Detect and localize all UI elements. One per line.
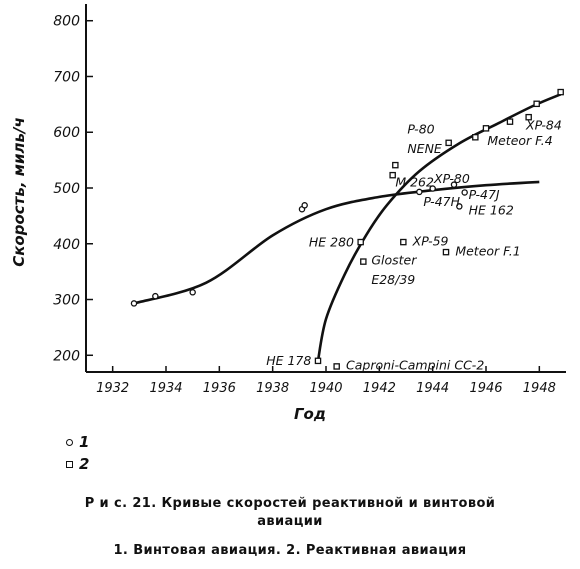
- aircraft-label: Meteor F.1: [455, 244, 520, 259]
- tick-marks: [86, 19, 541, 372]
- series-1-point: [152, 292, 159, 300]
- legend-item-1-label: 1: [79, 433, 90, 451]
- series-2-point: [400, 238, 407, 246]
- x-tick-label: 1942: [363, 381, 396, 396]
- aircraft-label: P-80: [407, 121, 434, 136]
- series-1-point: [461, 189, 468, 196]
- aircraft-label: XP-84: [525, 118, 562, 133]
- square-marker-icon: [66, 460, 73, 468]
- y-tick-label: 600: [53, 125, 80, 141]
- series-2-point: [392, 161, 399, 169]
- series-2-point: [482, 125, 490, 132]
- y-tick-label: 800: [53, 14, 80, 30]
- series-2-point: [442, 248, 450, 256]
- series-2-point: [525, 113, 532, 121]
- aircraft-label: XP-59: [412, 234, 449, 249]
- figure-caption-legend: 1. Винтовая авиация. 2. Реактивная авиац…: [113, 543, 467, 558]
- aircraft-label: Meteor F.4: [487, 133, 552, 148]
- series-2-point: [360, 258, 367, 265]
- legend-item-2-label: 2: [79, 455, 90, 473]
- x-tick-label: 1934: [149, 381, 182, 396]
- aircraft-label: NENE: [407, 141, 442, 156]
- y-axis-title: Скорость, миль/ч: [10, 117, 28, 267]
- aircraft-label: Caproni-Campini CC-2: [346, 357, 484, 372]
- aircraft-label: P-47J: [469, 187, 500, 202]
- series-1-point: [416, 188, 423, 196]
- x-tick-label: 1946: [469, 381, 502, 396]
- series-1-point: [130, 300, 138, 307]
- tick-labels: 200 300 400 500 600 700 800 1932 1934 1936 1938 194…: [53, 14, 556, 396]
- legend: 1 2: [66, 431, 89, 475]
- trend-curves: [133, 93, 562, 362]
- aircraft-label: Gloster: [371, 252, 417, 267]
- y-tick-label: 500: [53, 181, 80, 197]
- aircraft-label: HE 178: [266, 353, 311, 368]
- x-axis-title: Год: [294, 405, 326, 423]
- aircraft-label: XP-80: [433, 171, 470, 186]
- aircraft-labels: HE 178 Caproni-Campini CC-2 Gloster E28/39 H…: [266, 118, 562, 373]
- series-1-point: [429, 185, 436, 192]
- series-2-point: [333, 363, 340, 370]
- aircraft-label: P-47H: [423, 194, 460, 209]
- aircraft-label: HE 162: [469, 202, 514, 217]
- legend-item-1: 1: [66, 431, 89, 453]
- series-1-point: [450, 181, 458, 188]
- series-2-point: [472, 134, 479, 141]
- series-2-point: [314, 357, 322, 365]
- aircraft-label: HE 280: [309, 235, 354, 250]
- y-tick-label: 700: [53, 69, 80, 85]
- data-points: [130, 88, 564, 370]
- x-tick-label: 1948: [523, 381, 556, 396]
- figure-caption-title-cont: авиации: [257, 514, 323, 529]
- y-tick-label: 400: [53, 237, 80, 253]
- figure-caption-title: Р и с. 21. Кривые скоростей реактивной и…: [84, 496, 496, 511]
- legend-item-2: 2: [66, 453, 89, 475]
- series-2-point: [389, 171, 396, 179]
- series-2-point: [557, 88, 564, 96]
- series-1-point: [189, 289, 196, 296]
- series-1-curve: [133, 180, 540, 305]
- y-tick-label: 300: [53, 293, 80, 309]
- y-tick-label: 200: [53, 348, 80, 364]
- series-2-point: [445, 139, 452, 147]
- series-2-point: [357, 238, 364, 246]
- series-1-point: [456, 203, 463, 210]
- x-tick-label: 1932: [96, 381, 129, 396]
- aircraft-label: E28/39: [371, 272, 415, 287]
- x-tick-label: 1940: [309, 381, 342, 396]
- series-2-point: [533, 100, 540, 108]
- aircraft-label: M 262: [395, 174, 434, 189]
- chart: 200 300 400 500 600 700 800 1932 1934 1936 1938 194…: [10, 4, 566, 423]
- circle-marker-icon: [66, 438, 73, 446]
- series-2-curve: [316, 93, 562, 362]
- x-tick-label: 1938: [256, 381, 289, 396]
- series-2-point: [506, 118, 514, 125]
- series-1-point: [301, 202, 308, 209]
- x-tick-label: 1936: [203, 381, 236, 396]
- x-tick-label: 1944: [416, 381, 449, 396]
